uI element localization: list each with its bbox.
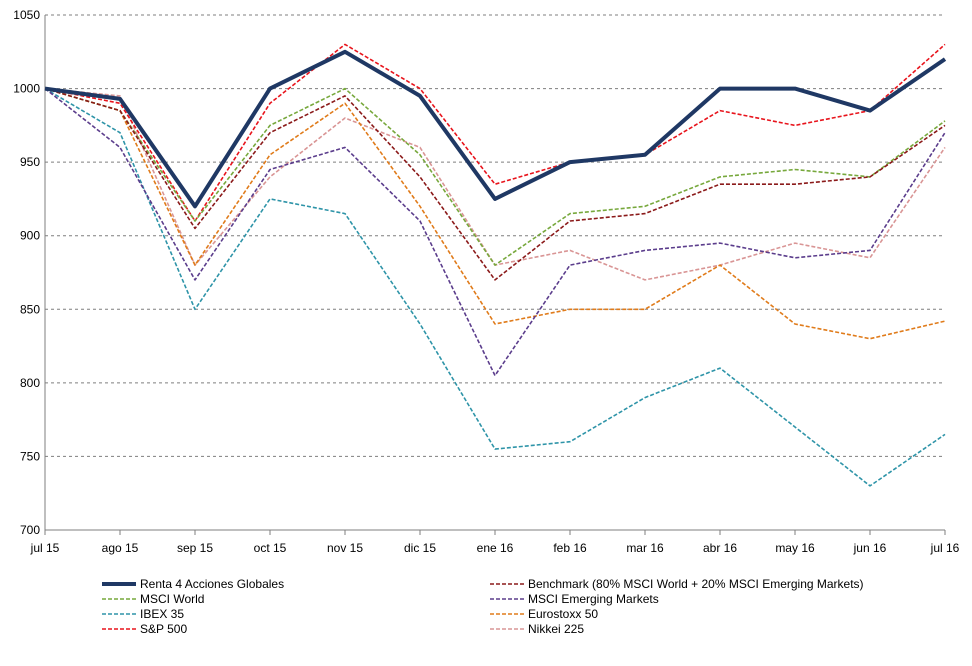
legend-label: Nikkei 225 xyxy=(528,622,584,636)
y-tick-label: 750 xyxy=(20,449,40,463)
legend-item: MSCI Emerging Markets xyxy=(490,592,659,606)
series-line-ibex-35 xyxy=(44,87,946,487)
y-tick-label: 850 xyxy=(20,302,40,316)
x-tick-label: ago 15 xyxy=(102,541,139,555)
legend-item: Benchmark (80% MSCI World + 20% MSCI Eme… xyxy=(490,577,864,591)
series-lines xyxy=(44,43,947,487)
x-tick-label: mar 16 xyxy=(626,541,664,555)
y-tick-label: 950 xyxy=(20,155,40,169)
legend-label: MSCI World xyxy=(140,592,204,606)
x-tick-label: abr 16 xyxy=(703,541,737,555)
series-line-renta-4-acciones-globales xyxy=(44,49,947,209)
axes: 700 750 800 850 900 950 1000 1050 jul 15 ago 15 se… xyxy=(13,8,959,555)
legend-item: S&P 500 xyxy=(102,622,187,636)
x-tick-label: jun 16 xyxy=(853,541,887,555)
legend-label: S&P 500 xyxy=(140,622,187,636)
legend-label: IBEX 35 xyxy=(140,607,184,621)
legend-item: Nikkei 225 xyxy=(490,622,584,636)
x-tick-label: jul 15 xyxy=(30,541,60,555)
x-tick-label: dic 15 xyxy=(404,541,436,555)
y-tick-label: 1050 xyxy=(13,8,40,22)
x-tick-label: oct 15 xyxy=(254,541,287,555)
y-tick-label: 900 xyxy=(20,229,40,243)
series-line-benchmark-80-msci-world-20-msci-emerging-markets xyxy=(44,87,946,281)
legend-label: Eurostoxx 50 xyxy=(528,607,598,621)
x-tick-label: nov 15 xyxy=(327,541,363,555)
x-tick-label: jul 16 xyxy=(930,541,960,555)
legend-item: Renta 4 Acciones Globales xyxy=(102,577,284,591)
legend-label: MSCI Emerging Markets xyxy=(528,592,659,606)
y-tick-label: 1000 xyxy=(13,82,40,96)
x-tick-label: ene 16 xyxy=(477,541,514,555)
y-tick-label: 700 xyxy=(20,523,40,537)
y-tick-label: 800 xyxy=(20,376,40,390)
series-line-msci-emerging-markets xyxy=(44,87,946,377)
series-line-eurostoxx-50 xyxy=(44,87,946,340)
series-line-msci-world xyxy=(44,87,946,266)
legend-label: Benchmark (80% MSCI World + 20% MSCI Eme… xyxy=(528,577,864,591)
series-line-s-p-500 xyxy=(44,43,946,222)
legend-label: Renta 4 Acciones Globales xyxy=(140,577,284,591)
x-tick-label: may 16 xyxy=(775,541,815,555)
legend-item: MSCI World xyxy=(102,592,204,606)
x-tick-label: feb 16 xyxy=(553,541,587,555)
legend-item: IBEX 35 xyxy=(102,607,184,621)
x-tick-label: sep 15 xyxy=(177,541,213,555)
legend-item: Eurostoxx 50 xyxy=(490,607,598,621)
